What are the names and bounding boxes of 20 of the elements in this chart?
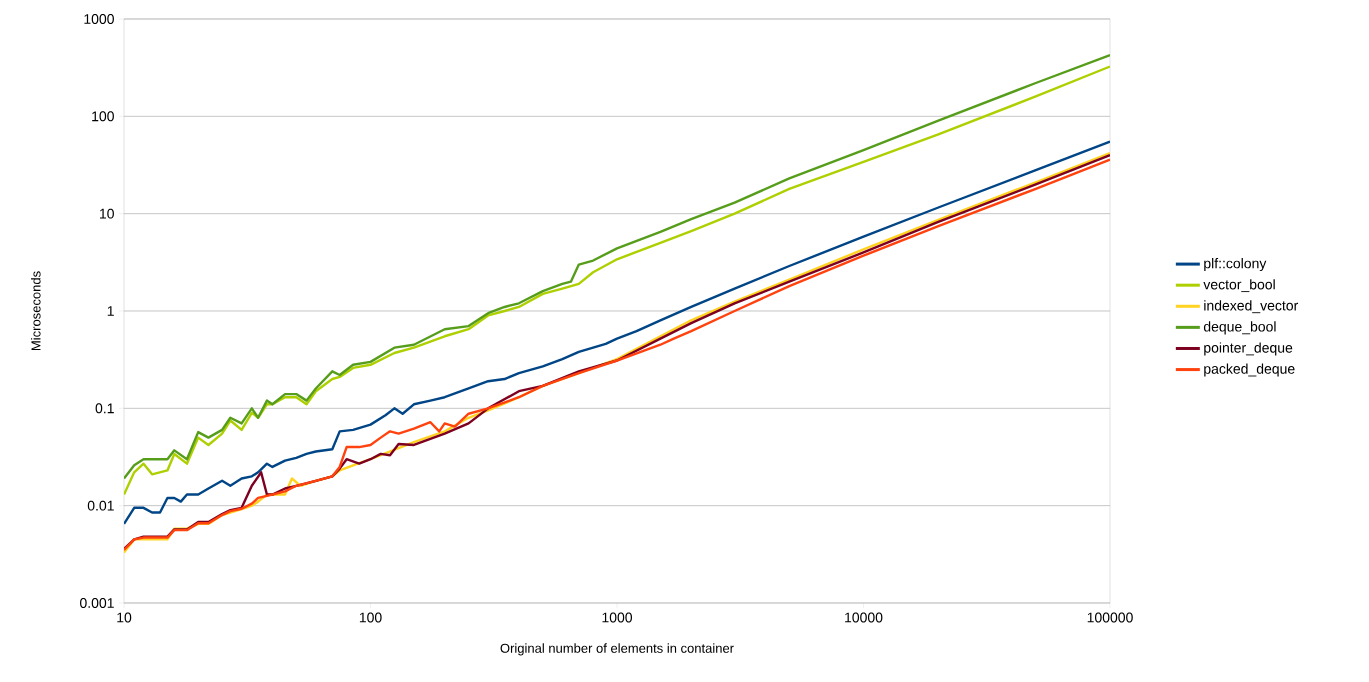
legend-label: vector_bool xyxy=(1203,279,1275,293)
legend-label: deque_bool xyxy=(1203,321,1276,335)
legend-label: pointer_deque xyxy=(1204,342,1293,356)
legend-label: plf::colony xyxy=(1204,258,1267,272)
y-tick-label: 1 xyxy=(107,306,114,316)
legend-label: packed_deque xyxy=(1204,363,1295,377)
x-tick-label: 100 xyxy=(359,612,382,623)
legend-label: indexed_vector xyxy=(1204,300,1299,314)
x-axis-title: Original number of elements in container xyxy=(500,643,734,656)
y-tick-label: 0.001 xyxy=(80,598,114,608)
y-tick-label: 0.01 xyxy=(87,500,114,511)
x-tick-label: 10 xyxy=(117,612,132,623)
x-tick-label: 100000 xyxy=(1087,612,1133,623)
y-tick-label: 1000 xyxy=(84,14,114,24)
y-axis-title: Microseconds xyxy=(31,271,41,351)
y-tick-label: 0.1 xyxy=(95,403,114,414)
y-tick-label: 10 xyxy=(99,208,114,219)
x-tick-label: 10000 xyxy=(845,612,883,623)
y-tick-label: 100 xyxy=(92,111,114,122)
x-tick-label: 1000 xyxy=(602,612,633,623)
